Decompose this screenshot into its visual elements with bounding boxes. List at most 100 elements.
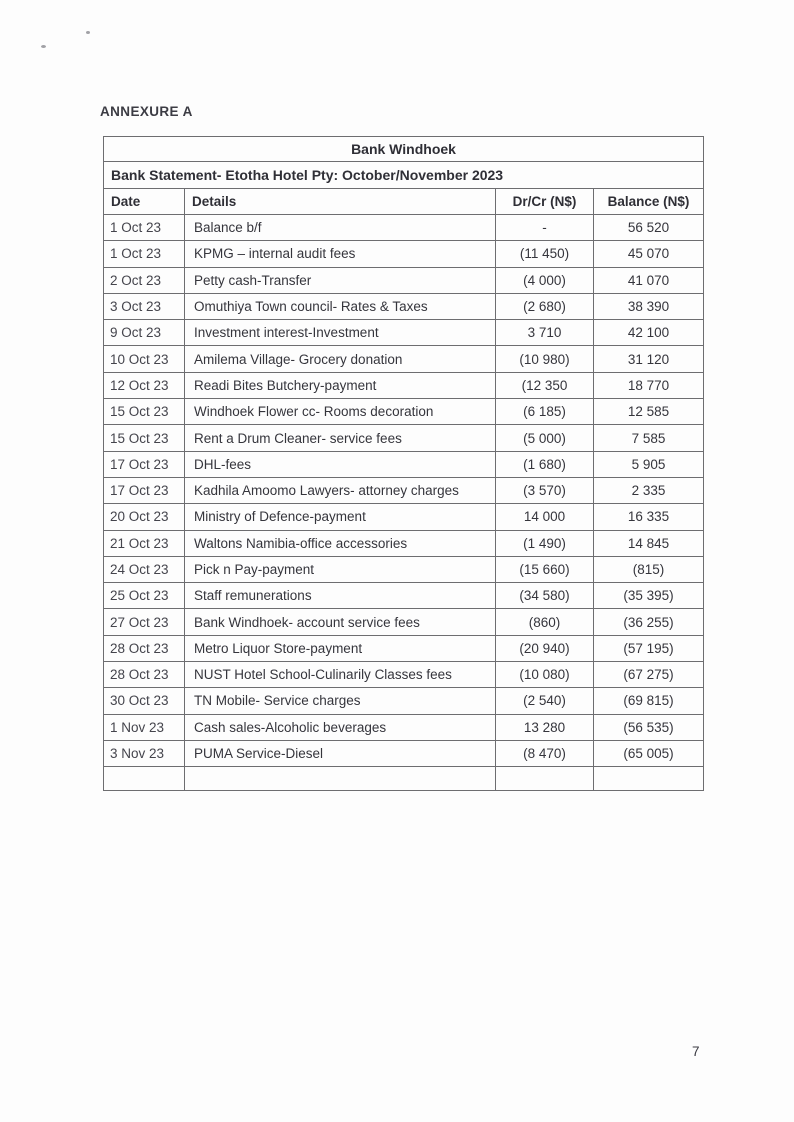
cell-balance: 38 390 <box>592 292 705 321</box>
annexure-heading: ANNEXURE A <box>100 104 193 119</box>
cell-date: 3 Nov 23 <box>103 739 185 768</box>
table-row: 1 Oct 23 Balance b/f -56 520 <box>103 213 705 242</box>
cell-details: Staff remunerations <box>184 582 496 610</box>
cell-drcr: (6 185) <box>495 398 594 426</box>
table-row: 17 Oct 23 Kadhila Amoomo Lawyers- attorne… <box>103 476 705 505</box>
table-row: 28 Oct 23 Metro Liquor Store-payment (20 9… <box>103 634 705 663</box>
cell-drcr: (860) <box>495 608 594 636</box>
cell-balance: 12 585 <box>592 398 705 426</box>
table-row: 1 Nov 23 Cash sales-Alcoholic beverages 13… <box>103 713 705 741</box>
cell-drcr: (10 080) <box>495 661 594 689</box>
table-row: 9 Oct 23 Investment interest-Investment 3 … <box>103 319 705 347</box>
statement-title-row: Bank Statement- Etotha Hotel Pty: Octobe… <box>102 161 705 189</box>
table-row: 2 Oct 23 Petty cash-Transfer (4 000) 41 070 <box>103 266 705 294</box>
cell-balance: 45 070 <box>592 240 705 268</box>
cell-date: 3 Oct 23 <box>103 292 185 321</box>
column-header-drcr: Dr/Cr (N$) <box>495 188 594 215</box>
cell-drcr: 14 000 <box>495 503 594 531</box>
cell-balance: (67 275) <box>592 661 705 689</box>
cell-details: Ministry of Defence-payment <box>184 503 496 531</box>
cell-balance: 42 100 <box>592 319 705 347</box>
cell-date: 17 Oct 23 <box>103 476 185 505</box>
cell-balance: (56 535) <box>592 713 705 741</box>
scan-speck <box>86 31 90 34</box>
cell-details: NUST Hotel School-Culinarily Classes fee… <box>184 661 496 689</box>
cell-details: Cash sales-Alcoholic beverages <box>184 713 496 741</box>
cell-date: 25 Oct 23 <box>103 582 185 610</box>
table-row: 27 Oct 23 Bank Windhoek- account service … <box>103 608 705 636</box>
cell-details: PUMA Service-Diesel <box>184 739 496 768</box>
cell-date: 17 Oct 23 <box>103 450 185 478</box>
cell-drcr: (20 940) <box>495 634 594 663</box>
cell-date: 21 Oct 23 <box>103 529 185 557</box>
table-row: 21 Oct 23 Waltons Namibia-office accessor… <box>103 529 705 557</box>
cell-balance: 56 520 <box>592 213 705 242</box>
cell-drcr: (1 680) <box>495 450 594 478</box>
bank-title: Bank Windhoek <box>102 136 705 162</box>
scan-speck <box>41 45 46 48</box>
table-row: 25 Oct 23 Staff remunerations (34 580) (35 … <box>103 582 705 610</box>
cell-drcr: (2 680) <box>495 292 594 321</box>
table-row: 10 Oct 23 Amilema Village- Grocery donati… <box>103 345 705 373</box>
cell-date: 12 Oct 23 <box>103 371 185 400</box>
column-header-row: Date Details Dr/Cr (N$) Balance (N$) <box>103 188 705 215</box>
cell-drcr: (12 350 <box>495 371 594 400</box>
cell-balance: (36 255) <box>592 608 705 636</box>
cell-details: Pick n Pay-payment <box>184 555 496 584</box>
table-row: 17 Oct 23 DHL-fees (1 680) 5 905 <box>103 450 705 478</box>
cell-drcr: (15 660) <box>495 555 594 584</box>
cell-date: 28 Oct 23 <box>103 661 185 689</box>
cell-date: 10 Oct 23 <box>103 345 185 373</box>
cell-details: Waltons Namibia-office accessories <box>184 529 496 557</box>
cell-date: 27 Oct 23 <box>103 608 185 636</box>
table-row: 3 Nov 23 PUMA Service-Diesel (8 470) (65 00… <box>103 739 705 768</box>
cell-details: Omuthiya Town council- Rates & Taxes <box>184 292 496 321</box>
cell-details: Bank Windhoek- account service fees <box>184 608 496 636</box>
cell-drcr <box>495 766 594 792</box>
cell-balance: 16 335 <box>592 503 705 531</box>
cell-details: Rent a Drum Cleaner- service fees <box>184 424 496 452</box>
page-number: 7 <box>692 1044 700 1059</box>
column-header-date: Date <box>103 188 185 215</box>
empty-row <box>103 766 705 792</box>
cell-drcr: - <box>495 213 594 242</box>
cell-details: Petty cash-Transfer <box>184 266 496 294</box>
cell-balance: 14 845 <box>592 529 705 557</box>
table-row: 28 Oct 23 NUST Hotel School-Culinarily Cl… <box>103 661 705 689</box>
cell-details <box>184 766 496 792</box>
statement-rows: 1 Oct 23 Balance b/f -56 520 1 Oct 23 KPMG –… <box>103 213 705 792</box>
cell-balance: (65 005) <box>592 739 705 768</box>
table-row: 15 Oct 23 Rent a Drum Cleaner- service fe… <box>103 424 705 452</box>
cell-balance: 5 905 <box>592 450 705 478</box>
cell-details: TN Mobile- Service charges <box>184 687 496 715</box>
cell-details: Investment interest-Investment <box>184 319 496 347</box>
cell-date: 2 Oct 23 <box>103 266 185 294</box>
statement-title: Bank Statement- Etotha Hotel Pty: Octobe… <box>102 161 705 189</box>
table-row: 24 Oct 23 Pick n Pay-payment (15 660) (815) <box>103 555 705 584</box>
column-header-balance: Balance (N$) <box>592 188 705 215</box>
cell-drcr: 13 280 <box>495 713 594 741</box>
cell-date: 28 Oct 23 <box>103 634 185 663</box>
cell-drcr: (2 540) <box>495 687 594 715</box>
cell-details: Metro Liquor Store-payment <box>184 634 496 663</box>
table-row: 15 Oct 23 Windhoek Flower cc- Rooms decor… <box>103 398 705 426</box>
cell-balance: (815) <box>592 555 705 584</box>
cell-drcr: (34 580) <box>495 582 594 610</box>
cell-details: DHL-fees <box>184 450 496 478</box>
cell-date: 15 Oct 23 <box>103 424 185 452</box>
cell-drcr: (1 490) <box>495 529 594 557</box>
cell-details: Balance b/f <box>184 213 496 242</box>
cell-details: KPMG – internal audit fees <box>184 240 496 268</box>
cell-date: 9 Oct 23 <box>103 319 185 347</box>
cell-balance: 31 120 <box>592 345 705 373</box>
cell-drcr: (3 570) <box>495 476 594 505</box>
cell-details: Windhoek Flower cc- Rooms decoration <box>184 398 496 426</box>
cell-date: 24 Oct 23 <box>103 555 185 584</box>
column-header-details: Details <box>184 188 496 215</box>
cell-date <box>103 766 185 792</box>
cell-date: 1 Oct 23 <box>103 240 185 268</box>
cell-date: 1 Nov 23 <box>103 713 185 741</box>
cell-date: 20 Oct 23 <box>103 503 185 531</box>
cell-balance: (57 195) <box>592 634 705 663</box>
